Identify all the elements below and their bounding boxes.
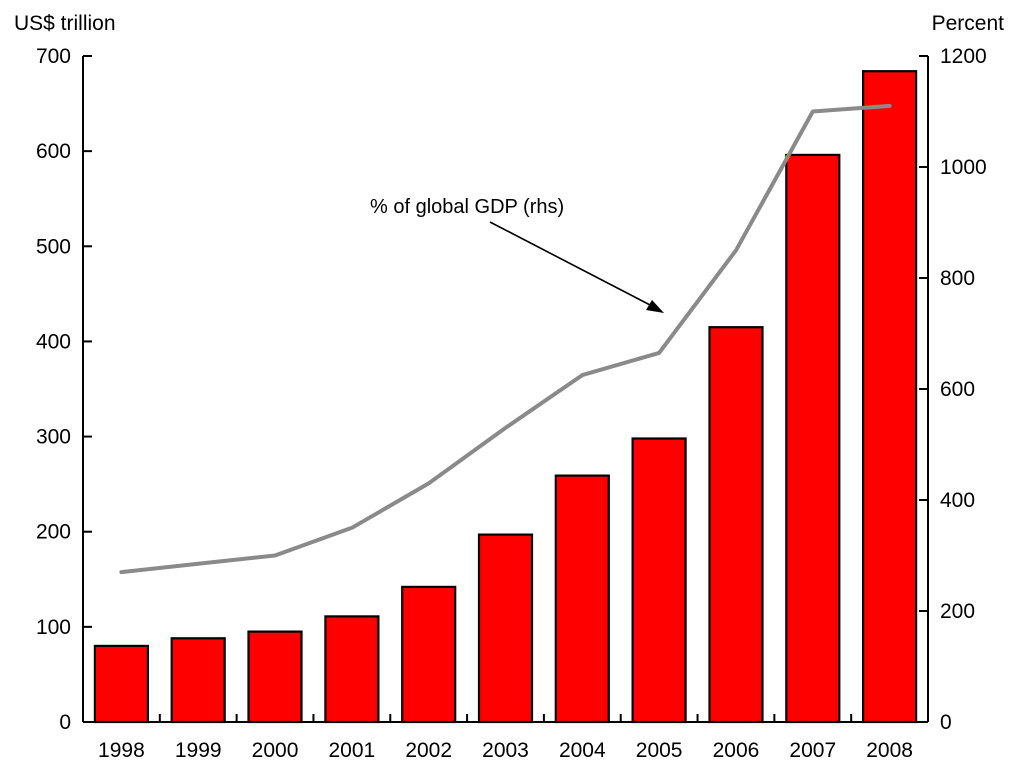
bars — [93, 70, 918, 724]
bar-2008 — [861, 70, 918, 724]
right-tick-label-1200: 1200 — [940, 45, 987, 68]
left-ticks: 0 100 200 300 400 500 600 700 — [36, 45, 92, 734]
x-tick-label-2005: 2005 — [636, 739, 683, 762]
series-annotation: % of global GDP (rhs) — [370, 196, 564, 218]
x-tick-label-2008: 2008 — [866, 739, 913, 762]
x-tick-label-2001: 2001 — [329, 739, 376, 762]
bar-1999 — [170, 637, 226, 724]
bar-2000 — [247, 630, 303, 724]
annotation-arrow — [489, 221, 653, 307]
left-tick-label-300: 300 — [36, 426, 71, 449]
x-tick-label-2003: 2003 — [482, 739, 529, 762]
right-ticks: 0 200 400 600 800 1000 1200 — [919, 45, 987, 734]
left-tick-label-600: 600 — [36, 140, 71, 163]
x-tick-label-2004: 2004 — [559, 739, 606, 762]
left-tick-label-0: 0 — [59, 711, 71, 734]
gdp-percent-line — [119, 103, 892, 575]
x-tick-label-2006: 2006 — [713, 739, 760, 762]
right-tick-label-0: 0 — [940, 711, 952, 734]
right-tick-label-800: 800 — [940, 267, 975, 290]
bar-2004 — [554, 474, 610, 724]
x-tick-label-1999: 1999 — [175, 739, 222, 762]
left-tick-label-500: 500 — [36, 235, 71, 258]
right-tick-label-400: 400 — [940, 489, 975, 512]
left-tick-label-400: 400 — [36, 330, 71, 353]
line-layer — [119, 103, 892, 575]
bar-2007 — [785, 153, 841, 724]
annotation-arrowhead — [646, 300, 664, 313]
left-tick-label-200: 200 — [36, 521, 71, 544]
bar-2003 — [477, 533, 534, 724]
x-tick-label-2002: 2002 — [405, 739, 452, 762]
bar-2001 — [324, 615, 380, 724]
left-axis-unit: US$ trillion — [14, 12, 116, 35]
right-axis-unit: Percent — [932, 12, 1005, 35]
right-tick-label-1000: 1000 — [940, 156, 987, 179]
x-tick-label-1998: 1998 — [98, 739, 145, 762]
left-tick-label-100: 100 — [36, 616, 71, 639]
x-ticks: 1998 1999 2000 2001 2002 2003 2004 2005 2006 2007… — [82, 714, 929, 762]
bar-2002 — [401, 585, 457, 724]
bar-1998 — [93, 644, 150, 724]
right-tick-label-200: 200 — [940, 600, 975, 623]
x-tick-label-2007: 2007 — [789, 739, 836, 762]
right-tick-label-600: 600 — [940, 378, 975, 401]
left-tick-label-700: 700 — [36, 45, 71, 68]
x-tick-label-2000: 2000 — [252, 739, 299, 762]
bar-2006 — [708, 326, 764, 724]
bar-2005 — [631, 437, 687, 724]
